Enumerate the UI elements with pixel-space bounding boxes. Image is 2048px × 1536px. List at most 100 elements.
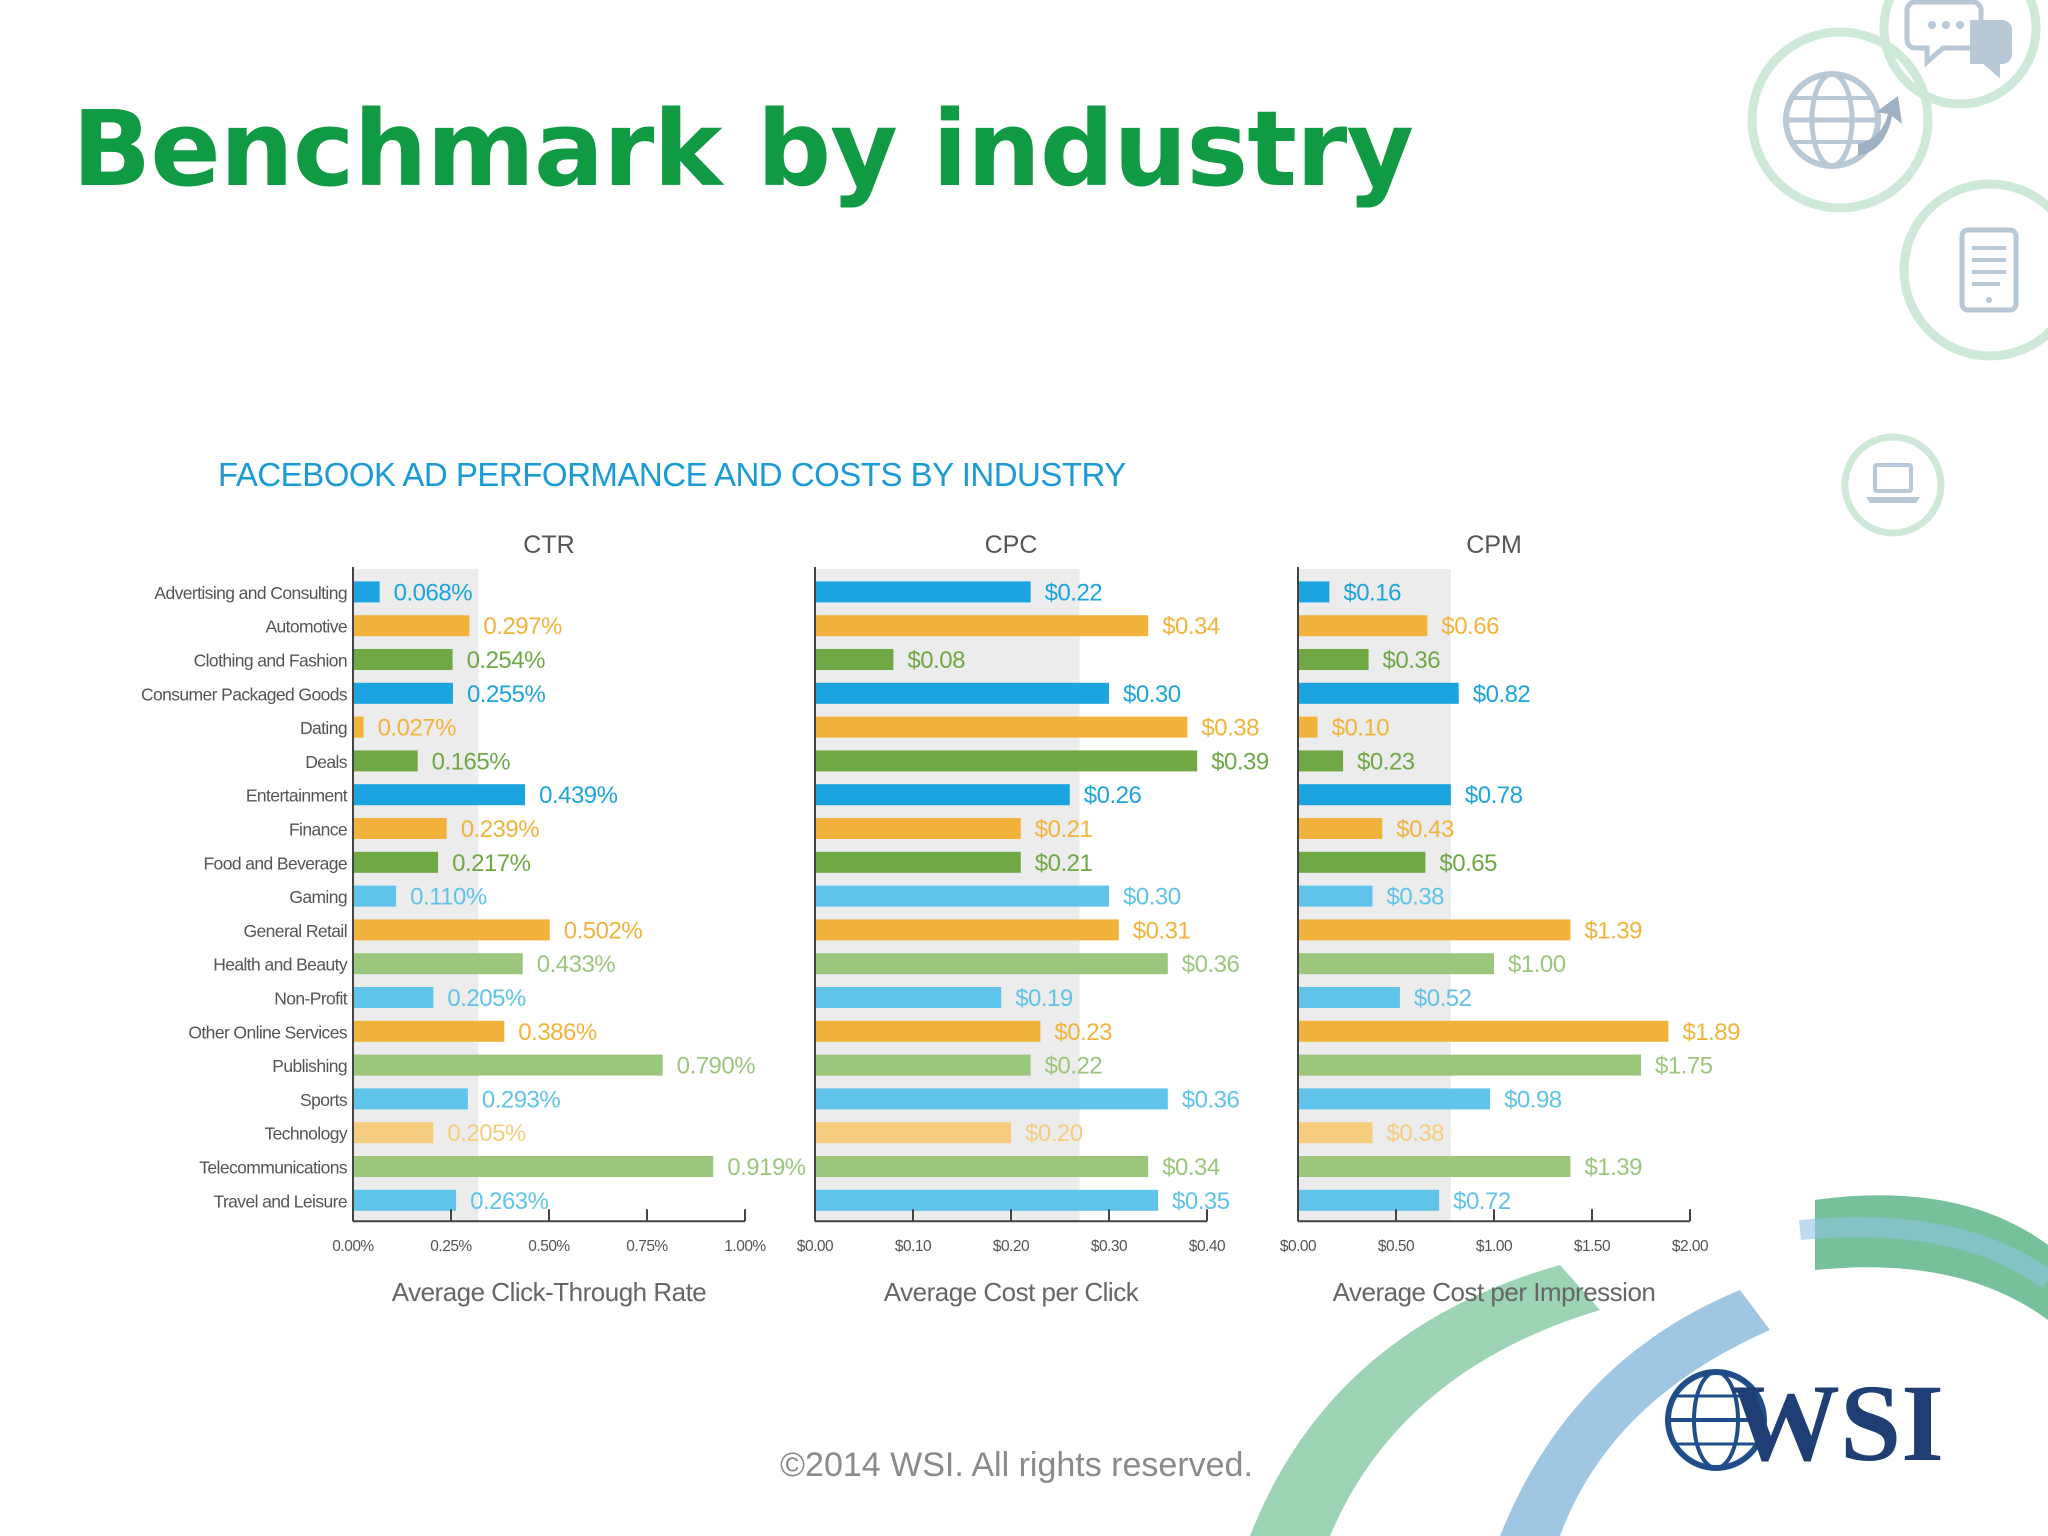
data-label: $0.16 <box>1343 579 1401 606</box>
bar <box>815 1189 1158 1211</box>
category-label: Publishing <box>272 1056 347 1076</box>
bar <box>1298 1020 1669 1042</box>
data-label: $0.43 <box>1396 816 1454 843</box>
data-label: $0.36 <box>1383 647 1441 674</box>
panel-header: CPM <box>1466 531 1522 559</box>
category-label: Dating <box>300 718 347 738</box>
data-label: 0.165% <box>432 748 511 775</box>
bar <box>815 682 1109 704</box>
decorative-arcs <box>1250 1195 2048 1536</box>
bar <box>815 784 1070 806</box>
bar <box>1298 818 1383 839</box>
x-tick-label: $0.00 <box>797 1238 834 1255</box>
category-label: Non-Profit <box>274 989 348 1009</box>
data-label: 0.293% <box>482 1086 561 1113</box>
data-label: 0.254% <box>467 647 546 674</box>
x-tick-label: $0.40 <box>1189 1238 1226 1255</box>
category-label: Health and Beauty <box>213 955 348 975</box>
category-label: Advertising and Consulting <box>154 583 347 603</box>
data-label: $0.36 <box>1182 951 1240 978</box>
bar <box>1298 649 1369 670</box>
bar <box>815 818 1021 839</box>
bar <box>815 649 894 670</box>
data-label: $1.75 <box>1655 1053 1713 1080</box>
x-tick-label: 0.50% <box>528 1238 570 1255</box>
data-label: $0.34 <box>1162 1154 1220 1181</box>
chat-bubbles-icon <box>1879 0 2041 109</box>
bar <box>353 987 434 1008</box>
x-axis-label: Average Click-Through Rate <box>392 1277 707 1307</box>
data-label: $0.36 <box>1182 1086 1240 1113</box>
bar <box>815 1088 1168 1110</box>
chart-title: FACEBOOK AD PERFORMANCE AND COSTS BY IND… <box>218 456 1126 493</box>
bar <box>815 953 1168 975</box>
bar <box>353 851 439 873</box>
data-label: $0.19 <box>1015 985 1073 1012</box>
x-tick-label: 0.00% <box>332 1238 374 1255</box>
x-axis-label: Average Cost per Impression <box>1333 1277 1656 1307</box>
category-label: Sports <box>300 1090 348 1110</box>
category-label: Finance <box>289 820 347 840</box>
data-label: $0.39 <box>1211 748 1269 775</box>
bar <box>815 1122 1011 1144</box>
bar <box>815 716 1188 738</box>
bar <box>353 1054 663 1076</box>
bar <box>1298 682 1459 704</box>
bar <box>1298 1189 1440 1211</box>
data-label: $0.66 <box>1441 613 1499 640</box>
bar <box>1298 851 1426 873</box>
x-tick-label: $0.10 <box>895 1238 932 1255</box>
bar <box>353 1189 457 1211</box>
data-label: 0.433% <box>537 951 616 978</box>
panel-header: CPC <box>985 531 1038 559</box>
bar <box>353 1156 714 1177</box>
category-label: Clothing and Fashion <box>194 651 347 671</box>
data-label: $0.35 <box>1172 1188 1230 1215</box>
bar <box>353 818 447 839</box>
x-tick-label: $0.20 <box>993 1238 1030 1255</box>
bar <box>1298 716 1318 738</box>
data-label: 0.439% <box>539 782 618 809</box>
data-label: $0.23 <box>1357 748 1415 775</box>
data-label: $0.22 <box>1045 1053 1103 1080</box>
data-label: $0.38 <box>1386 1120 1444 1147</box>
x-tick-label: $0.30 <box>1091 1238 1128 1255</box>
page-title: Benchmark by industry <box>72 88 1414 210</box>
bar <box>1298 919 1571 941</box>
data-label: $0.23 <box>1054 1019 1112 1046</box>
x-tick-label: 0.25% <box>430 1238 472 1255</box>
wsi-globe-logo <box>1665 1369 1767 1471</box>
bar <box>353 919 550 941</box>
data-label: 0.205% <box>447 985 526 1012</box>
bar <box>353 716 364 738</box>
laptop-icon <box>1841 433 1945 537</box>
bar <box>815 987 1002 1008</box>
bar <box>353 649 453 670</box>
bar <box>353 1088 468 1110</box>
bar <box>815 851 1021 873</box>
data-label: 0.255% <box>467 681 546 708</box>
category-label: General Retail <box>244 921 347 941</box>
data-label: $0.30 <box>1123 681 1181 708</box>
data-label: $0.98 <box>1504 1086 1562 1113</box>
bar <box>353 750 418 772</box>
data-label: $1.39 <box>1584 917 1642 944</box>
data-label: $0.82 <box>1473 681 1531 708</box>
category-label: Travel and Leisure <box>214 1191 348 1211</box>
data-label: $1.00 <box>1508 951 1566 978</box>
data-label: $0.34 <box>1162 613 1220 640</box>
data-label: 0.110% <box>410 884 487 911</box>
bar <box>1298 615 1428 637</box>
x-tick-label: $1.00 <box>1476 1238 1513 1255</box>
bar <box>815 1020 1041 1042</box>
x-tick-label: 0.75% <box>626 1238 668 1255</box>
bar <box>353 885 397 907</box>
bar <box>815 1156 1149 1177</box>
bar <box>1298 784 1451 806</box>
data-label: $0.30 <box>1123 884 1181 911</box>
data-label: $0.78 <box>1465 782 1523 809</box>
data-label: $0.31 <box>1133 917 1191 944</box>
data-label: $0.38 <box>1386 884 1444 911</box>
